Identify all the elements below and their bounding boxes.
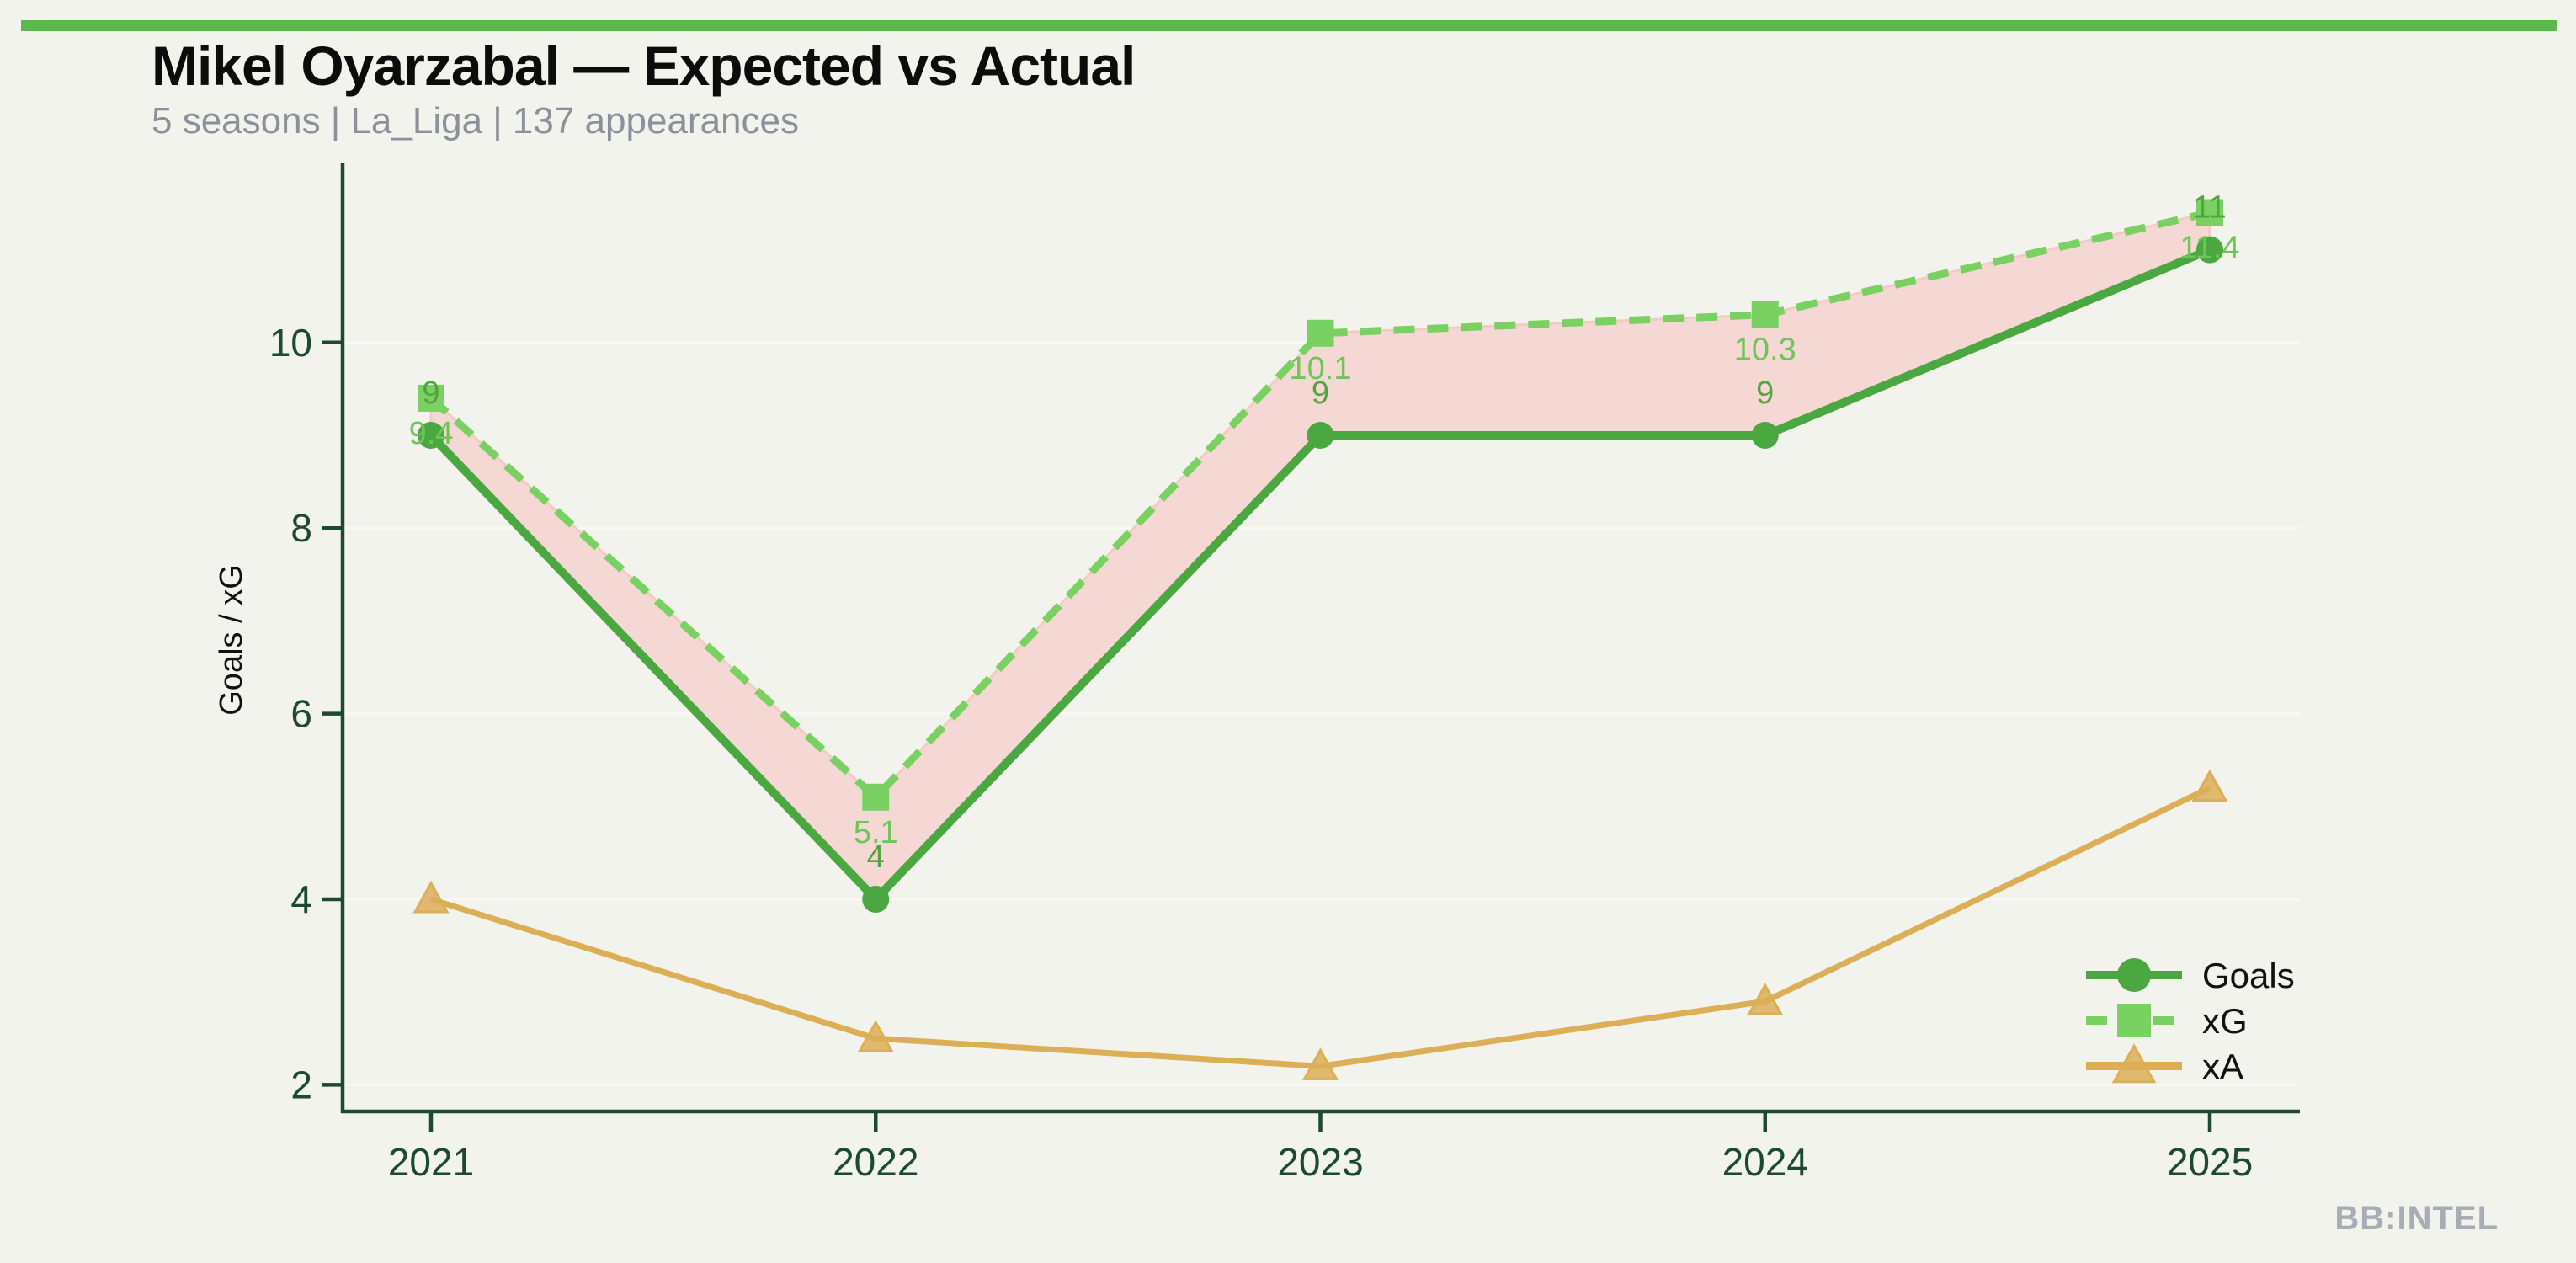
goals-value-label: 9 — [1756, 376, 1774, 411]
xg-marker — [2196, 199, 2223, 226]
axes: 2 4 6 8 10 2021 2022 2023 2024 2025 — [269, 163, 2300, 1184]
legend-item-xg: xG — [2086, 1001, 2248, 1041]
xg-value-label: 10.3 — [1734, 333, 1796, 368]
goals-marker — [2196, 236, 2223, 264]
y-tick-label: 6 — [290, 692, 312, 736]
xa-series — [412, 769, 2228, 1080]
y-tick-label: 10 — [269, 321, 312, 365]
y-tick-label: 8 — [290, 506, 312, 550]
xg-goals-gap-fill — [429, 210, 2211, 902]
xg-value-label: 9.4 — [409, 416, 454, 451]
legend-circle-marker — [2117, 958, 2151, 992]
legend-label: Goals — [2202, 956, 2295, 995]
legend-item-goals: Goals — [2086, 956, 2295, 995]
xa-marker — [1747, 983, 1784, 1015]
goals-value-label: 9 — [1312, 376, 1329, 411]
legend: Goals xG xA — [2086, 956, 2295, 1086]
xg-marker — [418, 384, 444, 412]
goals-marker — [418, 422, 444, 449]
xa-marker — [2191, 769, 2228, 802]
y-tick-label: 4 — [290, 877, 312, 921]
xg-series — [418, 199, 2223, 811]
page-subtitle: 5 seasons | La_Liga | 137 appearances — [152, 100, 799, 142]
x-tick-label: 2023 — [1277, 1140, 1363, 1184]
legend-triangle-marker — [2111, 1043, 2157, 1084]
legend-label: xG — [2202, 1001, 2248, 1041]
accent-bar — [21, 20, 2557, 31]
goals-marker — [1307, 422, 1334, 449]
goals-series — [418, 236, 2223, 913]
xg-marker — [862, 783, 890, 811]
xg-line — [428, 209, 2211, 802]
y-axis-title: Goals / xG — [214, 564, 249, 716]
xa-line — [429, 785, 2211, 1069]
xg-marker — [1751, 301, 1779, 328]
xa-marker — [412, 880, 450, 914]
xa-marker — [1301, 1047, 1339, 1080]
xa-marker — [857, 1020, 894, 1052]
goals-marker — [1751, 422, 1779, 449]
gridlines — [343, 341, 2300, 1086]
goals-marker — [862, 886, 890, 913]
y-tick-label: 2 — [290, 1063, 312, 1106]
goals-value-label: 9 — [422, 376, 439, 411]
value-labels: 9.4 5.1 10.1 10.3 11.4 9 4 9 9 11 — [409, 190, 2240, 875]
page-title: Mikel Oyarzabal — Expected vs Actual — [152, 35, 1136, 97]
x-tick-label: 2025 — [2167, 1140, 2253, 1184]
x-tick-label: 2022 — [833, 1140, 918, 1184]
x-tick-label: 2024 — [1722, 1140, 1808, 1184]
xg-marker — [1307, 319, 1334, 347]
watermark-logo: BB:INTEL — [2334, 1200, 2499, 1237]
xg-value-label: 11.4 — [2179, 231, 2239, 266]
legend-label: xA — [2202, 1047, 2243, 1086]
chart-header: Mikel Oyarzabal — Expected vs Actual 5 s… — [152, 35, 1136, 142]
xg-value-label: 10.1 — [1290, 351, 1352, 386]
legend-item-xa: xA — [2086, 1043, 2243, 1086]
x-tick-label: 2021 — [388, 1140, 474, 1184]
legend-square-marker — [2117, 1004, 2151, 1037]
goals-value-label: 4 — [867, 839, 885, 875]
xg-value-label: 5.1 — [854, 815, 898, 850]
goals-value-label: 11 — [2193, 190, 2226, 226]
